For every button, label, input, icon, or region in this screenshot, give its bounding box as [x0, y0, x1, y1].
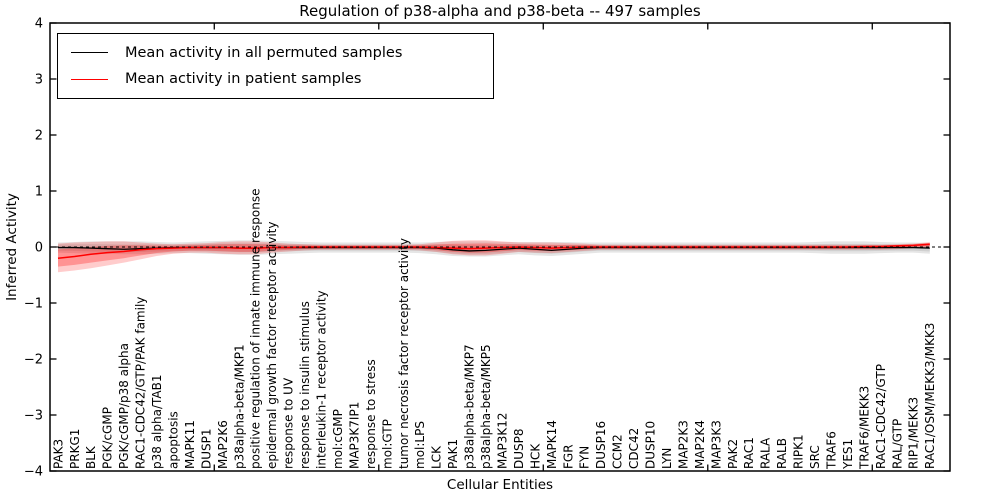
x-category-label: RAL/GTP — [890, 419, 904, 469]
x-category-label: PAK2 — [726, 439, 740, 469]
x-category-label: YES1 — [841, 439, 855, 470]
x-category-label: LCK — [430, 445, 444, 469]
x-category-label: RAC1/OSM/MEKK3/MKK3 — [923, 323, 937, 469]
legend-line-sample-permuted — [71, 52, 108, 54]
y-tick-label: −1 — [24, 297, 43, 312]
x-category-label: DUSP1 — [199, 428, 213, 469]
legend-label-permuted: Mean activity in all permuted samples — [125, 44, 403, 61]
x-axis-label: Cellular Entities — [446, 477, 554, 493]
legend-line-sample-patient — [71, 78, 108, 80]
y-tick-label: 2 — [35, 129, 43, 144]
x-category-label: TRAF6/MEKK3 — [857, 386, 871, 470]
y-tick-label: 3 — [35, 73, 43, 88]
x-category-label: RIPK1 — [792, 434, 806, 469]
x-category-label: DUSP16 — [594, 421, 608, 469]
x-category-label: PGK/cGMP/p38 alpha — [117, 343, 131, 469]
x-category-label: p38alpha-beta/MKP7 — [463, 344, 477, 469]
x-category-label: RALA — [759, 437, 773, 469]
x-category-label: MAPK11 — [183, 420, 197, 469]
x-category-label: DUSP10 — [644, 421, 658, 469]
x-category-label: p38alpha-beta/MKP1 — [232, 344, 246, 469]
x-category-label: FYN — [578, 446, 592, 469]
x-category-label: FGR — [561, 444, 575, 469]
x-category-label: SRC — [808, 445, 822, 469]
x-category-label: PGK/cGMP — [101, 407, 115, 469]
x-category-label: RAC1 — [742, 437, 756, 469]
x-category-label: MAPK14 — [545, 420, 559, 469]
x-category-label: RALB — [775, 438, 789, 469]
y-tick-label: −4 — [24, 465, 43, 480]
x-category-label: LYN — [660, 448, 674, 469]
x-category-label: interleukin-1 receptor activity — [315, 290, 329, 469]
x-category-label: RIP1/MEKK3 — [907, 397, 921, 469]
x-category-label: MAP2K3 — [676, 420, 690, 469]
legend: Mean activity in all permuted samples Me… — [57, 33, 494, 99]
y-tick-label: 0 — [35, 241, 43, 256]
y-tick-label: −2 — [24, 353, 43, 368]
x-category-label: mol:cGMP — [331, 409, 345, 469]
confidence-band-inner-permuted — [58, 243, 930, 255]
y-tick-label: −3 — [24, 409, 43, 424]
x-category-label: response to insulin stimulus — [298, 301, 312, 469]
x-category-label: MAP2K4 — [693, 420, 707, 469]
x-category-label: MAP2K6 — [216, 420, 230, 469]
x-category-label: PAK3 — [51, 439, 65, 469]
x-category-label: apoptosis — [166, 411, 180, 469]
y-tick-label: 1 — [35, 185, 43, 200]
x-category-label: CDC42 — [627, 428, 641, 469]
confidence-band-inner-patient — [58, 242, 930, 267]
x-category-label: MAP3K3 — [709, 420, 723, 469]
x-category-label: response to stress — [364, 359, 378, 469]
x-category-label: MAP3K7IP1 — [347, 402, 361, 469]
legend-item-patient: Mean activity in patient samples — [58, 71, 493, 87]
x-category-label: epidermal growth factor receptor activit… — [265, 222, 279, 469]
x-category-label: HCK — [528, 443, 542, 469]
x-category-label: p38 alpha/TAB1 — [150, 375, 164, 469]
x-category-label: PRKG1 — [68, 429, 82, 469]
legend-item-permuted: Mean activity in all permuted samples — [58, 45, 493, 61]
x-category-label: positive regulation of innate immune res… — [249, 189, 263, 469]
x-category-label: RAC1-CDC42/GTP/PAK family — [134, 297, 148, 469]
x-category-label: CCM2 — [611, 434, 625, 469]
x-category-label: response to UV — [282, 377, 296, 469]
x-category-label: RAC1-CDC42/GTP — [874, 364, 888, 469]
x-category-label: p38alpha-beta/MKP5 — [479, 344, 493, 469]
x-category-label: TRAF6 — [824, 431, 838, 470]
x-category-label: mol:GTP — [380, 419, 394, 469]
x-category-label: PAK1 — [446, 439, 460, 469]
x-category-label: mol:LPS — [413, 421, 427, 469]
y-tick-label: 4 — [35, 17, 43, 32]
x-category-label: DUSP8 — [512, 428, 526, 469]
chart-title: Regulation of p38-alpha and p38-beta -- … — [299, 2, 701, 20]
x-category-label: MAP3K12 — [495, 412, 509, 469]
x-category-label: BLK — [84, 445, 98, 469]
x-category-label: tumor necrosis factor receptor activity — [397, 238, 411, 469]
legend-label-patient: Mean activity in patient samples — [125, 71, 362, 88]
